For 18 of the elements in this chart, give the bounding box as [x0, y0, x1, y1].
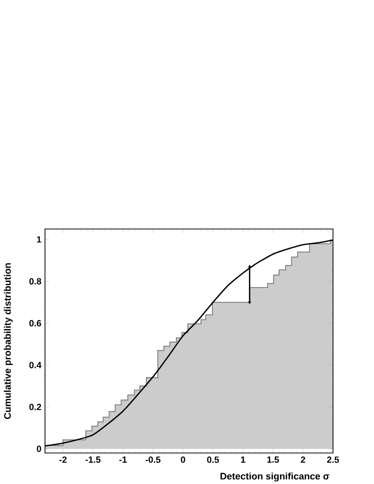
y-tick-label: 0.8	[29, 278, 42, 285]
x-tick-label: 2	[300, 456, 306, 463]
y-tick-label: 0.4	[29, 362, 42, 368]
x-tick-label: 1.5	[267, 456, 279, 463]
x-tick-label: 0.5	[207, 456, 219, 463]
x-tick-label: -2	[59, 456, 67, 463]
y-tick-label: 1	[37, 236, 42, 243]
x-tick-label: -1.5	[86, 456, 100, 463]
y-tick-label: 0	[36, 446, 42, 452]
y-axis-title: Cumulative probability distribution	[4, 263, 13, 419]
x-tick-label: 0	[180, 456, 186, 463]
x-tick-label: 2.5	[327, 456, 339, 463]
x-axis-title: Detection significance σ	[220, 472, 330, 482]
x-tick-label: 1	[241, 456, 246, 463]
y-tick-label: 0.2	[29, 404, 42, 410]
y-tick-label: 0.6	[29, 320, 42, 326]
x-tick-label: -1	[119, 456, 127, 463]
x-tick-label: -0.5	[146, 456, 160, 463]
